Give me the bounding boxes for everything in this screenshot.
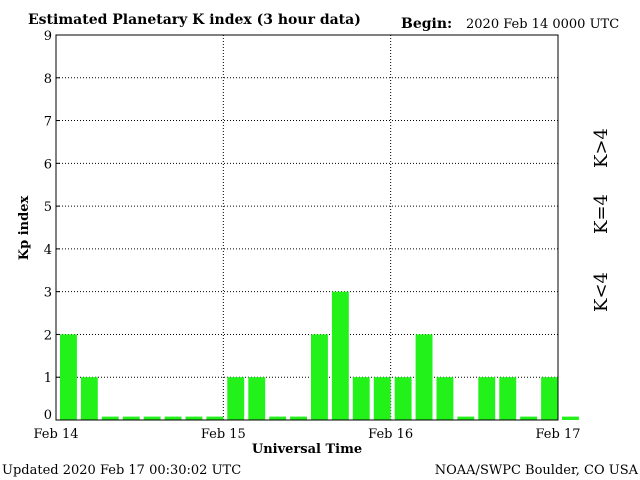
- y-tick-label: 8: [44, 72, 52, 87]
- kp-bar: [562, 416, 579, 420]
- y-tick-label: 3: [44, 286, 52, 301]
- legend: K>4 K=4 K<4: [591, 128, 612, 312]
- x-axis-label: Universal Time: [252, 442, 362, 457]
- y-tick-label: 7: [44, 115, 52, 130]
- kp-bar: [60, 334, 77, 420]
- y-tick-labels: 0 1 2 3 4 5 6 7 8 9: [44, 29, 60, 423]
- kp-bar: [457, 416, 475, 420]
- y-axis-label: Kp index: [17, 196, 32, 261]
- y-tick-label: 6: [44, 157, 52, 172]
- begin-label: Begin:: [401, 16, 452, 32]
- x-tick-label: Feb 16: [368, 427, 413, 442]
- y-tick-label: 4: [44, 243, 52, 258]
- begin-value: 2020 Feb 14 0000 UTC: [466, 17, 619, 32]
- legend-item: K=4: [591, 194, 612, 234]
- y-tick-label: 9: [44, 29, 52, 44]
- kp-bar: [164, 416, 182, 420]
- y-tick-label: 2: [44, 328, 52, 343]
- bars: [60, 291, 579, 420]
- kp-bar: [373, 377, 391, 420]
- y-tick-label: 0: [44, 408, 52, 423]
- source-text: NOAA/SWPC Boulder, CO USA: [435, 463, 639, 478]
- kp-bar: [227, 377, 245, 420]
- x-tick-labels: Feb 14 Feb 15 Feb 16 Feb 17: [34, 427, 581, 442]
- kp-bar: [394, 377, 412, 420]
- kp-bar: [311, 334, 328, 420]
- x-tick-label: Feb 15: [201, 427, 246, 442]
- y-tick-label: 1: [44, 371, 52, 386]
- kp-bar: [436, 377, 454, 420]
- y-tick-label: 5: [44, 200, 52, 215]
- x-tick-label: Feb 14: [34, 427, 79, 442]
- kp-bar: [80, 377, 98, 420]
- kp-bar: [122, 416, 140, 420]
- kp-bar: [185, 416, 203, 420]
- grid-lines: [56, 35, 558, 420]
- kp-bar: [499, 377, 517, 420]
- kp-bar: [478, 377, 496, 420]
- chart-title: Estimated Planetary K index (3 hour data…: [28, 12, 361, 28]
- kp-bar: [331, 291, 349, 420]
- kp-bar: [143, 416, 161, 420]
- updated-text: Updated 2020 Feb 17 00:30:02 UTC: [2, 463, 241, 478]
- plot-frame: [55, 34, 559, 421]
- kp-bar: [269, 416, 287, 420]
- kp-bar: [541, 377, 558, 420]
- kp-bar: [415, 334, 433, 420]
- kp-bar: [520, 416, 538, 420]
- legend-item: K<4: [591, 272, 612, 312]
- kp-bar: [352, 377, 370, 420]
- x-tick-label: Feb 17: [536, 427, 581, 442]
- kp-bar: [290, 416, 307, 420]
- kp-bar: [206, 416, 224, 420]
- kp-bar: [248, 377, 266, 420]
- legend-item: K>4: [591, 128, 612, 168]
- kp-bar: [101, 416, 119, 420]
